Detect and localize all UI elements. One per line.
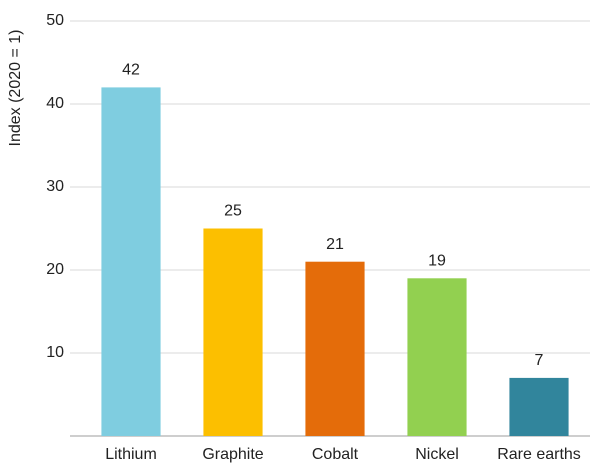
- bar: [203, 228, 263, 436]
- bar: [509, 377, 569, 436]
- bar: [407, 278, 467, 436]
- bar: [101, 87, 161, 437]
- x-tick-label: Graphite: [202, 446, 263, 463]
- data-label: 42: [122, 62, 140, 79]
- data-label: 25: [224, 203, 242, 220]
- x-tick-label: Lithium: [105, 446, 157, 463]
- x-tick-label: Cobalt: [312, 446, 359, 463]
- y-axis-title: Index (2020 = 1): [7, 30, 24, 147]
- x-tick-label: Rare earths: [497, 446, 581, 463]
- data-label: 19: [428, 253, 446, 270]
- data-label: 21: [326, 236, 344, 253]
- data-label: 7: [535, 352, 544, 369]
- x-tick-label: Nickel: [415, 446, 459, 463]
- y-tick-label: 50: [46, 12, 64, 29]
- bar: [305, 261, 365, 436]
- y-tick-label: 30: [46, 178, 64, 195]
- y-tick-label: 20: [46, 261, 64, 278]
- y-tick-label: 40: [46, 95, 64, 112]
- y-tick-label: 10: [46, 344, 64, 361]
